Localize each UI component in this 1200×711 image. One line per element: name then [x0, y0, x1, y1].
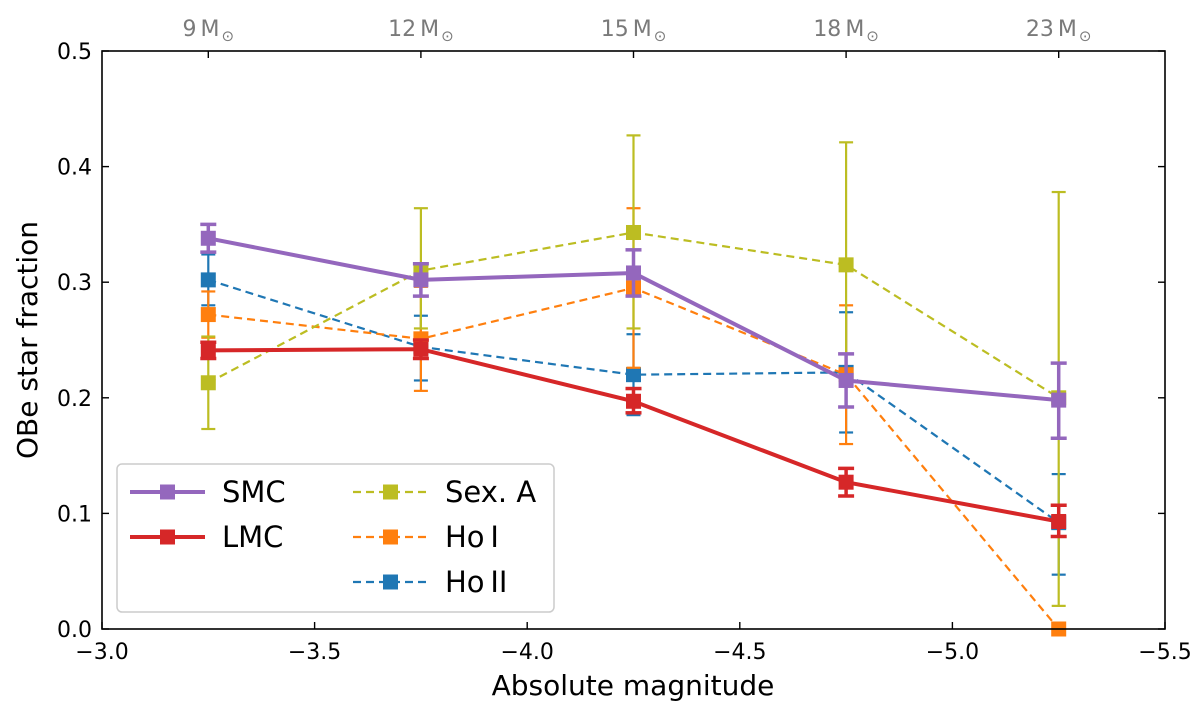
sun-symbol: ⊙: [866, 27, 879, 45]
x-tick-label: −5.5: [1138, 640, 1191, 665]
x-tick-label: −4.0: [500, 640, 553, 665]
data-point: [626, 224, 641, 240]
data-point: [626, 393, 641, 409]
series-layer: [200, 134, 1067, 637]
y-axis-title: OBe star fraction: [11, 221, 44, 459]
mass-unit: M: [201, 17, 220, 42]
legend-label: SMC: [222, 475, 286, 509]
legend-marker: [383, 484, 398, 500]
mass-unit: M: [1058, 17, 1077, 42]
legend-entry: Ho II: [353, 565, 507, 599]
plot-frame: [101, 50, 1166, 630]
legend-label: Ho II: [445, 565, 507, 599]
legend-label: Sex. A: [445, 475, 536, 509]
data-point: [200, 230, 216, 246]
data-point: [838, 474, 854, 490]
sun-symbol: ⊙: [1079, 27, 1092, 45]
series-smc: [200, 222, 1067, 441]
legend-marker: [383, 529, 398, 545]
data-point: [1051, 513, 1067, 529]
data-point: [413, 341, 429, 357]
data-point: [413, 272, 429, 288]
sun-symbol: ⊙: [441, 27, 454, 45]
mass-number: 18: [813, 17, 841, 42]
data-point: [200, 307, 216, 323]
legend: SMC LMC Sex. A Ho I Ho II: [116, 463, 555, 613]
legend-entry: SMC: [130, 475, 286, 509]
axes-layer: −3.0 −3.5 −4.0 −4.5 −5.0 −5.5 0.0 0.1 0.2 0.3 0.4 0…: [57, 17, 1192, 665]
mass-number: 9: [183, 17, 197, 42]
y-tick-label: 0.5: [57, 40, 92, 65]
x-tick-label: −3.0: [75, 640, 128, 665]
y-tick-label: 0.0: [57, 618, 92, 643]
data-point: [838, 257, 854, 273]
data-point: [626, 367, 641, 383]
mass-unit: M: [633, 17, 652, 42]
top-tick-label: 18 M ⊙: [813, 17, 879, 45]
data-point: [626, 265, 641, 281]
sun-symbol: ⊙: [654, 27, 667, 45]
legend-marker: [383, 574, 398, 590]
legend-marker: [160, 484, 175, 500]
y-tick-label: 0.2: [57, 387, 92, 412]
data-point: [1051, 392, 1067, 408]
data-point: [200, 272, 216, 288]
x-axis-title: Absolute magnitude: [492, 669, 775, 702]
y-tick-label: 0.3: [57, 271, 92, 296]
x-tick-label: −3.5: [288, 640, 341, 665]
legend-entry: LMC: [130, 520, 283, 554]
mass-unit: M: [845, 17, 864, 42]
top-tick-label: 15 M ⊙: [601, 17, 667, 45]
mass-unit: M: [420, 17, 439, 42]
x-tick-label: −5.0: [926, 640, 979, 665]
data-point: [200, 342, 216, 358]
legend-entry: Sex. A: [353, 475, 536, 509]
data-point: [200, 375, 216, 391]
top-tick-label: 9 M ⊙: [183, 17, 235, 45]
legend-box: [116, 463, 555, 613]
data-point: [838, 372, 854, 388]
top-tick-label: 12 M ⊙: [388, 17, 454, 45]
series-lmc: [200, 338, 1067, 539]
series-line: [207, 278, 1060, 524]
top-tick-label: 23 M ⊙: [1026, 17, 1092, 45]
y-tick-label: 0.4: [57, 156, 92, 181]
mass-number: 15: [601, 17, 629, 42]
legend-label: LMC: [222, 520, 283, 554]
mass-number: 23: [1026, 17, 1054, 42]
sun-symbol: ⊙: [222, 27, 235, 45]
legend-entry: Ho I: [353, 520, 499, 554]
legend-marker: [160, 529, 175, 545]
mass-number: 12: [388, 17, 416, 42]
legend-label: Ho I: [445, 520, 499, 554]
x-tick-label: −4.5: [713, 640, 766, 665]
y-tick-label: 0.1: [57, 502, 92, 527]
